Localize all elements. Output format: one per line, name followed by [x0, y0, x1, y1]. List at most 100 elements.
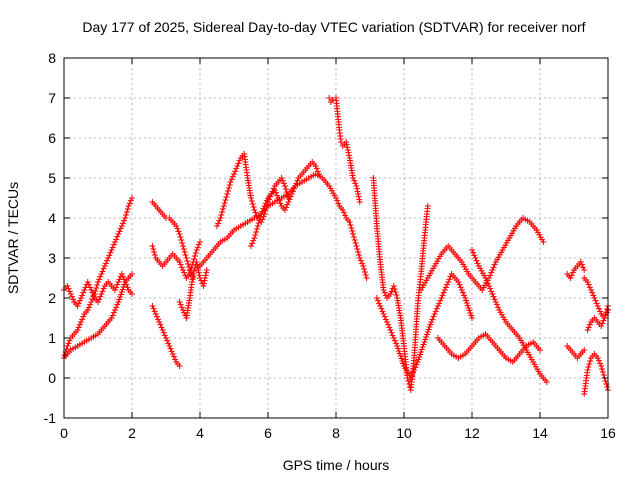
data-point	[118, 271, 125, 277]
data-point	[151, 308, 158, 315]
series-sat-l	[333, 195, 370, 281]
series-sat-d	[149, 199, 197, 281]
data-point	[437, 297, 444, 304]
data-point	[101, 263, 108, 269]
data-point	[182, 252, 189, 258]
data-point	[191, 265, 198, 271]
data-point	[168, 348, 175, 355]
data-point	[488, 288, 495, 295]
data-point	[313, 165, 320, 172]
data-point	[487, 285, 494, 292]
data-point	[124, 206, 131, 212]
data-point	[178, 304, 185, 311]
data-point	[312, 163, 319, 169]
data-point	[203, 269, 210, 276]
data-point	[382, 292, 389, 299]
data-point	[474, 260, 481, 267]
data-point	[256, 217, 263, 223]
data-point	[363, 275, 370, 281]
data-point	[482, 275, 489, 281]
data-point	[591, 295, 598, 301]
data-point	[377, 303, 384, 309]
data-point	[110, 241, 117, 248]
y-tick-label: 3	[48, 250, 56, 266]
data-point	[88, 299, 95, 305]
x-tick-label: 6	[264, 425, 272, 441]
data-point	[490, 293, 497, 300]
data-point	[600, 372, 607, 378]
data-point	[98, 271, 105, 277]
data-point	[160, 329, 167, 336]
data-point	[64, 343, 71, 349]
data-point	[200, 283, 207, 289]
data-point	[65, 340, 72, 347]
data-point	[353, 183, 360, 189]
data-point	[354, 246, 361, 252]
data-point	[121, 217, 128, 224]
data-point	[289, 188, 296, 195]
data-point	[227, 179, 234, 185]
data-point	[233, 165, 240, 172]
data-point	[108, 247, 115, 253]
data-point	[78, 319, 84, 325]
data-point	[102, 260, 109, 267]
data-point	[284, 201, 291, 208]
data-point	[288, 191, 295, 197]
data-point	[105, 255, 112, 261]
data-point	[436, 300, 443, 307]
data-point	[276, 197, 283, 204]
data-point	[113, 284, 120, 291]
series-sat-p	[435, 331, 543, 365]
data-point	[216, 217, 223, 224]
data-point	[90, 292, 97, 299]
series-sat-e	[149, 303, 183, 369]
data-point	[486, 283, 492, 289]
data-point	[349, 228, 356, 234]
data-point	[405, 378, 412, 384]
data-point	[283, 189, 290, 195]
data-point	[79, 316, 86, 323]
data-point	[80, 313, 87, 320]
data-point	[157, 321, 164, 328]
data-point	[430, 313, 437, 320]
data-point	[447, 273, 454, 280]
data-point	[180, 243, 186, 249]
data-point	[381, 313, 388, 320]
data-point	[391, 286, 398, 292]
data-point	[286, 196, 293, 203]
data-point	[407, 375, 414, 381]
data-point	[181, 269, 188, 276]
data-point	[225, 185, 232, 191]
data-point	[107, 249, 114, 256]
data-point	[602, 312, 609, 318]
data-point	[445, 279, 452, 285]
data-point	[75, 300, 82, 307]
data-point	[97, 293, 104, 300]
data-point	[76, 297, 83, 304]
data-point	[380, 287, 387, 293]
data-point	[113, 304, 120, 311]
data-point	[316, 171, 322, 177]
data-point	[380, 311, 387, 317]
data-point	[180, 267, 186, 273]
data-point	[351, 177, 358, 184]
data-point	[104, 257, 111, 264]
data-point	[282, 207, 288, 213]
data-point	[278, 175, 285, 181]
data-point	[359, 260, 366, 267]
data-point	[581, 267, 588, 273]
data-point	[116, 228, 123, 235]
data-point	[93, 285, 100, 291]
series-sat-o	[418, 215, 547, 293]
data-point	[585, 324, 592, 331]
data-point	[458, 287, 465, 293]
data-point	[387, 291, 394, 297]
data-point	[176, 299, 183, 305]
data-point	[585, 364, 592, 370]
data-point	[223, 194, 230, 200]
data-point	[193, 259, 200, 265]
data-point	[279, 177, 286, 184]
data-point	[424, 203, 431, 209]
data-point	[219, 206, 226, 212]
